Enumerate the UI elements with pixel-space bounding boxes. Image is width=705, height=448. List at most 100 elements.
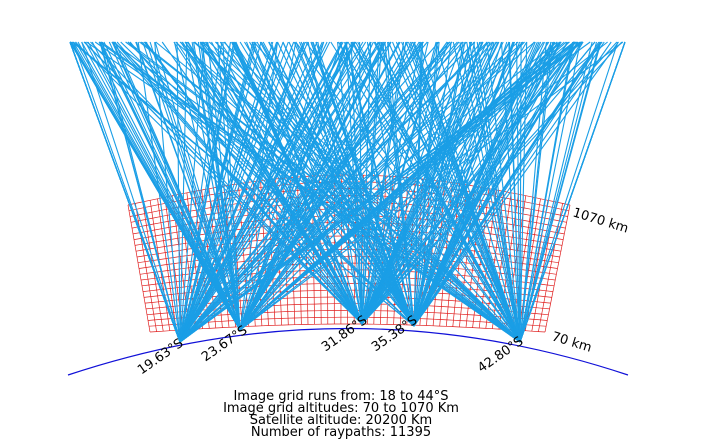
raypath-line	[222, 41, 241, 331]
raypath-line	[114, 41, 241, 331]
raypath-line	[361, 41, 422, 325]
raypath-line	[337, 41, 363, 325]
raypath-line	[215, 41, 521, 343]
raypath-line	[91, 41, 241, 331]
raypath-line	[405, 41, 521, 343]
raypath-line	[519, 41, 528, 343]
raypath-line	[120, 41, 415, 327]
raypath-line	[473, 41, 521, 343]
raypath-line	[244, 41, 415, 327]
raypath-line	[519, 41, 619, 343]
altitude-label-bottom: 70 km	[550, 329, 593, 355]
raypath-line	[519, 41, 522, 343]
raypath-line	[99, 41, 241, 331]
raypath-line	[73, 41, 415, 327]
station-label: 23.67°S	[199, 323, 250, 365]
grid-latitude-line	[127, 204, 151, 333]
raypath-line	[256, 41, 415, 327]
raypath-line	[193, 41, 521, 343]
raypath-line	[100, 41, 521, 343]
raypath-line	[74, 41, 363, 325]
raypath-line	[519, 41, 626, 343]
raypath-line	[310, 41, 415, 327]
raypath-line	[288, 41, 415, 327]
raypath-line	[277, 41, 415, 327]
raypath-line	[382, 41, 415, 327]
raypath-line	[261, 41, 415, 327]
raypath-line	[113, 41, 415, 327]
raypath-line	[155, 41, 521, 343]
altitude-label-top: 1070 km	[571, 205, 630, 236]
raypath-line	[173, 41, 241, 331]
grid-latitude-line	[157, 198, 177, 331]
raypath-line	[413, 41, 542, 327]
raypath-line	[201, 41, 415, 327]
raypath-line	[391, 41, 521, 343]
raypath-line	[519, 41, 575, 343]
raypath-line	[90, 41, 363, 325]
raypath-line	[249, 41, 415, 327]
raypath-line	[519, 41, 547, 343]
grid-latitude-line	[544, 204, 571, 333]
raypath-line	[69, 41, 241, 331]
raypath-line	[99, 41, 181, 343]
raypath-line	[435, 41, 521, 343]
raypath-line	[179, 41, 391, 343]
caption-line: Image grid altitudes: 70 to 1070 Km	[223, 401, 459, 416]
raypath-line	[293, 41, 415, 327]
raypath-line	[139, 41, 521, 343]
raypath-line	[339, 41, 415, 327]
raypath-line	[337, 41, 521, 343]
raypath-line	[161, 41, 363, 325]
raypath-line	[127, 41, 521, 343]
raypath-line	[69, 41, 181, 343]
raypath-line	[387, 41, 521, 343]
raypath-line	[411, 41, 521, 343]
raypath-line	[401, 41, 521, 343]
raypath-line	[413, 41, 600, 327]
raypath-line	[185, 41, 241, 331]
raypath-line	[77, 41, 241, 331]
station-label: 35.38°S	[369, 313, 420, 355]
raypath-line	[239, 41, 467, 331]
raypaths-group	[69, 41, 626, 343]
raypath-line	[223, 41, 521, 343]
raypath-line	[418, 41, 521, 343]
raypath-line	[519, 41, 554, 343]
caption-line: Image grid runs from: 18 to 44°S	[233, 389, 448, 404]
raypath-line	[253, 41, 521, 343]
raypath-line	[452, 41, 521, 343]
raypath-line	[81, 41, 181, 343]
raypath-line	[519, 41, 602, 343]
raypath-line	[112, 41, 521, 343]
raypath-line	[361, 41, 618, 325]
caption-line: Number of raypaths: 11395	[251, 425, 431, 440]
raypath-line	[234, 41, 415, 327]
raypath-line	[476, 41, 521, 343]
raypath-line	[145, 41, 241, 331]
raypath-line	[374, 41, 521, 343]
raypath-line	[204, 41, 363, 325]
raypath-line	[519, 41, 581, 343]
raypath-line	[187, 41, 363, 325]
raypath-line	[239, 41, 498, 331]
raypath-line	[361, 41, 429, 325]
raypath-line	[355, 41, 521, 343]
raypath-line	[239, 41, 424, 331]
earth-surface-arc	[67, 327, 629, 376]
raypath-line	[315, 41, 415, 327]
raypath-line	[516, 41, 521, 343]
raypath-line	[127, 41, 415, 327]
raypath-line	[208, 41, 521, 343]
raypath-line	[519, 41, 593, 343]
raypath-line	[395, 41, 521, 343]
raypath-line	[361, 41, 407, 325]
caption-line: Satellite altitude: 20200 Km	[250, 413, 432, 428]
raypath-line	[500, 41, 521, 343]
raypath-line	[300, 41, 415, 327]
raypath-line	[143, 41, 363, 325]
raypath-line	[361, 41, 483, 325]
raypath-line	[86, 41, 521, 343]
station-label: 31.86°S	[319, 313, 370, 355]
